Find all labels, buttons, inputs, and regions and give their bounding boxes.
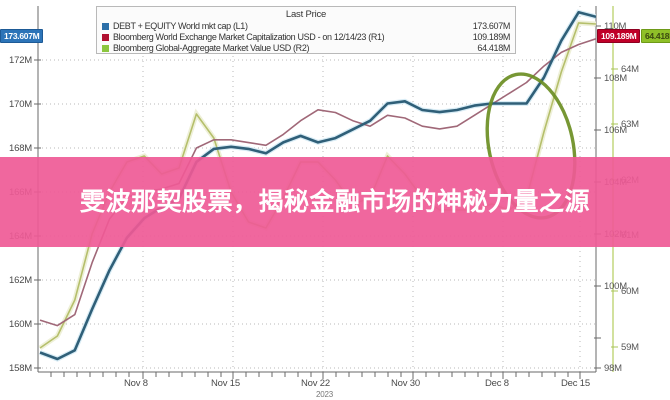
left-axis-tick-162m: 162M: [9, 275, 32, 286]
x-tick-dec-8: Dec 8: [485, 378, 509, 389]
x-tick-nov-22: Nov 22: [301, 378, 330, 389]
legend-row-3: Bloomberg Global-Aggregate Market Value …: [102, 43, 510, 54]
x-axis-year-label: 2023: [316, 390, 333, 399]
x-tick-nov-30: Nov 30: [391, 378, 420, 389]
legend-value-debt-equity: 173.607M: [472, 21, 511, 31]
last-price-badge-right-1: 109.189M: [597, 29, 641, 43]
right-axis-1-tick-106m: 106M: [604, 125, 627, 136]
legend-label-world-exchange: Bloomberg World Exchange Market Capitali…: [113, 32, 385, 42]
right-axis-1-tick-110m: 110M: [604, 21, 627, 32]
x-axis-ticks: [50, 372, 581, 379]
right-axis-1-tick-98m: 98M: [604, 363, 622, 374]
legend-row-2: Bloomberg World Exchange Market Capitali…: [102, 32, 510, 43]
legend-title: Last Price: [285, 9, 327, 20]
x-tick-nov-8: Nov 8: [124, 378, 148, 389]
right-axis-2-tick-60m: 60M: [621, 286, 639, 297]
vertical-gridlines: [142, 6, 581, 372]
right-axis-1-tick-108m: 108M: [604, 73, 627, 84]
left-axis-tick-160m: 160M: [9, 319, 32, 330]
right-axis-1-tick-100m: 100M: [604, 281, 627, 292]
legend-swatch-debt-equity: [102, 23, 109, 30]
last-price-badge-left: 173.607M: [0, 29, 44, 43]
left-axis-tick-170m: 170M: [9, 99, 32, 110]
last-price-badge-right-2: 64.418M: [641, 29, 670, 43]
chart-legend: Last Price DEBT + EQUITY World mkt cap (…: [96, 6, 516, 54]
x-tick-nov-15: Nov 15: [211, 378, 240, 389]
right-axis-2-tick-63m: 63M: [621, 119, 639, 130]
overlay-banner-text: 雯波那契股票，揭秘金融市场的神秘力量之源: [79, 187, 590, 216]
legend-swatch-global-aggregate: [102, 45, 109, 52]
x-axis-labels: Nov 8 Nov 15 Nov 22 Nov 30 Dec 8 Dec 15: [0, 378, 670, 390]
legend-swatch-world-exchange: [102, 34, 109, 41]
overlay-banner-text-wrap: 雯波那契股票，揭秘金融市场的神秘力量之源: [0, 157, 670, 247]
legend-label-global-aggregate: Bloomberg Global-Aggregate Market Value …: [113, 43, 310, 53]
right-axis-2-tick-59m: 59M: [621, 342, 639, 353]
legend-value-world-exchange: 109.189M: [472, 32, 511, 42]
legend-label-debt-equity: DEBT + EQUITY World mkt cap (L1): [113, 21, 248, 31]
left-axis-tick-168m: 168M: [9, 143, 32, 154]
overlay-banner: [0, 157, 670, 247]
right-axis-2-tick-64m: 64M: [621, 64, 639, 75]
legend-row-1: DEBT + EQUITY World mkt cap (L1) 173.607…: [102, 21, 510, 32]
x-tick-dec-15: Dec 15: [561, 378, 590, 389]
left-axis-tick-172m: 172M: [9, 55, 32, 66]
left-axis-tick-158m: 158M: [9, 363, 32, 374]
legend-value-global-aggregate: 64.418M: [477, 43, 510, 53]
